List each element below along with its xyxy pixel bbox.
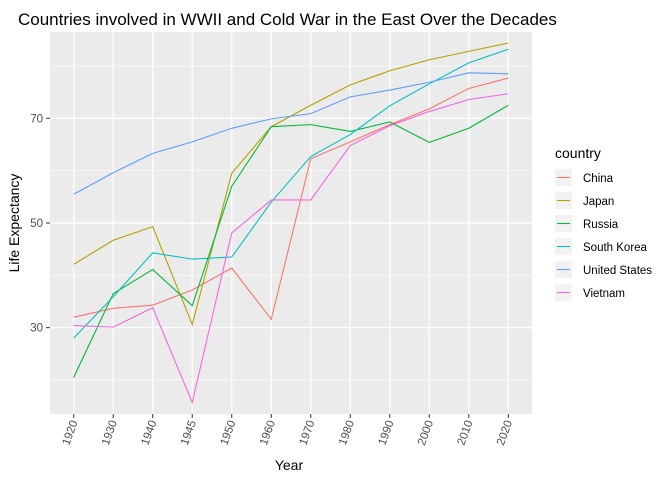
legend-label-vietnam: Vietnam (583, 288, 625, 300)
major-gridlines (50, 32, 532, 414)
x-tick-label: 2010 (456, 419, 476, 447)
x-axis: 1920 1930 1940 1945 1950 1960 1970 1980 1990 2000… (60, 414, 515, 447)
legend-label-south-korea: South Korea (583, 242, 648, 254)
x-tick-label: 1930 (100, 419, 120, 447)
x-tick-label: 1950 (219, 419, 239, 447)
x-tick-label: 1940 (140, 419, 160, 447)
y-tick-label: 50 (30, 218, 43, 230)
legend-label-united-states: United States (583, 265, 652, 277)
legend-label-china: China (583, 173, 614, 185)
legend-label-japan: Japan (583, 196, 614, 208)
chart-title: Countries involved in WWII and Cold War … (18, 10, 557, 29)
x-tick-label: 1970 (298, 419, 318, 447)
x-tick-label: 1990 (377, 419, 397, 447)
y-tick-label: 70 (30, 113, 43, 125)
x-tick-label: 1960 (258, 419, 278, 447)
series-lines (73, 42, 509, 405)
minor-gridlines (50, 65, 532, 381)
legend: country China Japan Russia South Korea Unite… (555, 145, 652, 301)
y-tick-label: 30 (30, 323, 43, 335)
legend-label-russia: Russia (583, 219, 619, 231)
x-tick-label: 2020 (495, 419, 515, 447)
x-tick-label: 1945 (179, 419, 199, 447)
series-line-russia (73, 104, 509, 378)
series-line-vietnam (73, 93, 509, 405)
x-tick-label: 1980 (337, 419, 357, 447)
x-axis-title: Year (275, 457, 304, 473)
y-axis-title: Life Expectancy (6, 174, 22, 273)
x-tick-label: 1920 (60, 419, 80, 447)
x-tick-label: 2000 (416, 419, 436, 447)
series-line-china (73, 77, 509, 321)
legend-title: country (555, 145, 601, 161)
y-axis: 30 50 70 (30, 113, 50, 335)
series-line-united-states (73, 72, 509, 195)
